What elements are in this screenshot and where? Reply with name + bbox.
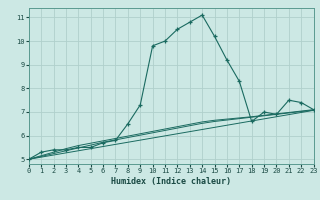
X-axis label: Humidex (Indice chaleur): Humidex (Indice chaleur)	[111, 177, 231, 186]
